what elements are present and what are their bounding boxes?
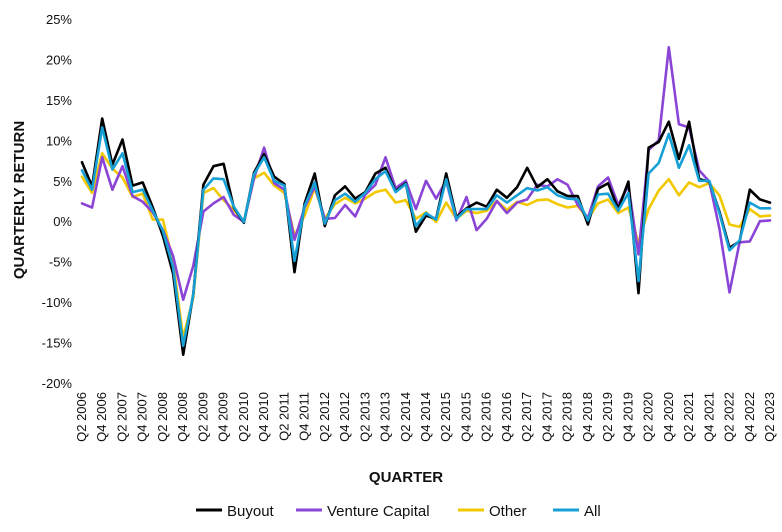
legend-label: All bbox=[584, 503, 601, 520]
x-axis-title: QUARTER bbox=[369, 469, 443, 486]
x-tick-label: Q4 2010 bbox=[256, 392, 271, 442]
x-axis-ticks: Q2 2006 Q4 2006 Q2 2007 Q4 2007 Q2 2008 Q4 20… bbox=[74, 392, 777, 442]
y-tick-label: 5% bbox=[53, 174, 72, 189]
x-tick-label: Q2 2013 bbox=[357, 392, 372, 442]
series-line-all bbox=[80, 126, 772, 348]
legend-label: Other bbox=[489, 503, 527, 520]
x-tick-label: Q4 2011 bbox=[297, 392, 312, 441]
y-axis-ticks: 25% 20% 15% 10% 5% 0% -5% -10% -15% -20% bbox=[42, 12, 73, 391]
x-tick-label: Q2 2006 bbox=[74, 392, 89, 442]
legend-label: Buyout bbox=[227, 503, 275, 520]
x-tick-label: Q2 2022 bbox=[722, 392, 737, 442]
legend-item: Buyout bbox=[196, 503, 275, 520]
x-tick-label: Q2 2015 bbox=[438, 392, 453, 442]
x-tick-label: Q2 2011 bbox=[276, 392, 291, 441]
x-tick-label: Q4 2017 bbox=[539, 392, 554, 442]
x-tick-label: Q2 2018 bbox=[560, 392, 575, 442]
x-tick-label: Q2 2021 bbox=[681, 392, 696, 442]
x-tick-label: Q2 2020 bbox=[641, 392, 656, 442]
x-tick-label: Q4 2006 bbox=[94, 392, 109, 442]
x-tick-label: Q4 2012 bbox=[337, 392, 352, 442]
x-tick-label: Q2 2009 bbox=[195, 392, 210, 442]
x-tick-label: Q2 2016 bbox=[479, 392, 494, 442]
legend-label: Venture Capital bbox=[327, 503, 430, 520]
x-tick-label: Q4 2021 bbox=[701, 392, 716, 442]
x-tick-label: Q4 2016 bbox=[499, 392, 514, 442]
x-tick-label: Q2 2010 bbox=[236, 392, 251, 442]
x-tick-label: Q4 2020 bbox=[661, 392, 676, 442]
x-tick-label: Q2 2023 bbox=[762, 392, 777, 442]
y-tick-label: -5% bbox=[49, 255, 73, 270]
x-tick-label: Q4 2022 bbox=[742, 392, 757, 442]
x-tick-label: Q2 2012 bbox=[317, 392, 332, 442]
y-tick-label: 10% bbox=[46, 133, 72, 148]
legend-item: Other bbox=[458, 503, 527, 520]
x-tick-label: Q4 2009 bbox=[216, 392, 231, 442]
legend: Buyout Venture Capital Other All bbox=[196, 503, 601, 520]
x-tick-label: Q2 2019 bbox=[600, 392, 615, 442]
x-tick-label: Q4 2018 bbox=[580, 392, 595, 442]
x-tick-label: Q2 2007 bbox=[115, 392, 130, 442]
series-line-buyout bbox=[80, 117, 772, 357]
series-line-venture-capital bbox=[80, 45, 772, 302]
y-tick-label: -20% bbox=[42, 376, 73, 391]
y-tick-label: -10% bbox=[42, 295, 73, 310]
y-tick-label: 0% bbox=[53, 214, 72, 229]
y-tick-label: 25% bbox=[46, 12, 72, 27]
x-tick-label: Q4 2019 bbox=[620, 392, 635, 442]
x-tick-label: Q4 2013 bbox=[378, 392, 393, 442]
y-tick-label: -15% bbox=[42, 336, 73, 351]
x-tick-label: Q2 2014 bbox=[398, 392, 413, 442]
y-tick-label: 15% bbox=[46, 93, 72, 108]
x-tick-label: Q2 2017 bbox=[519, 392, 534, 442]
series-lines bbox=[80, 45, 772, 357]
y-axis-title: QUARTERLY RETURN bbox=[11, 121, 28, 279]
x-tick-label: Q4 2008 bbox=[175, 392, 190, 442]
legend-item: Venture Capital bbox=[296, 503, 430, 520]
y-tick-label: 20% bbox=[46, 52, 72, 67]
legend-item: All bbox=[553, 503, 601, 520]
x-tick-label: Q2 2008 bbox=[155, 392, 170, 442]
x-tick-label: Q4 2007 bbox=[135, 392, 150, 442]
x-tick-label: Q4 2014 bbox=[418, 392, 433, 442]
x-tick-label: Q4 2015 bbox=[459, 392, 474, 442]
